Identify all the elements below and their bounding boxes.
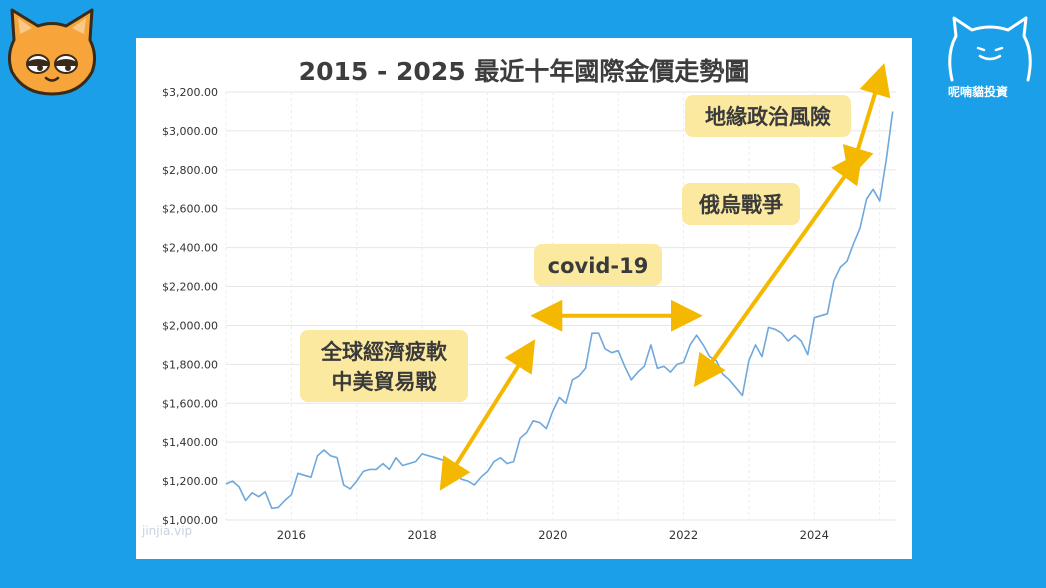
y-tick-label: $1,000.00 bbox=[162, 514, 218, 527]
y-tick-label: $2,600.00 bbox=[162, 203, 218, 216]
annotation-label-box bbox=[300, 330, 468, 402]
annotation-label: covid-19 bbox=[548, 254, 649, 278]
annotation-label: 全球經濟疲軟 bbox=[320, 340, 448, 364]
y-tick-label: $1,200.00 bbox=[162, 475, 218, 488]
annotation-label-box bbox=[682, 183, 800, 225]
x-tick-label: 2024 bbox=[800, 528, 829, 542]
annotation-2: covid-19 bbox=[530, 244, 703, 332]
y-tick-label: $2,800.00 bbox=[162, 164, 218, 177]
y-tick-label: $3,000.00 bbox=[162, 125, 218, 138]
y-tick-label: $1,400.00 bbox=[162, 436, 218, 449]
annotation-label: 中美貿易戰 bbox=[332, 370, 437, 394]
annotation-4: 地緣政治風險 bbox=[685, 63, 891, 180]
annotation-3: 俄烏戰爭 bbox=[682, 150, 863, 388]
annotation-label: 俄烏戰爭 bbox=[698, 193, 783, 217]
y-tick-label: $2,400.00 bbox=[162, 242, 218, 255]
x-tick-label: 2022 bbox=[669, 528, 698, 542]
y-tick-label: $1,800.00 bbox=[162, 358, 218, 371]
annotation-label-box bbox=[685, 95, 851, 137]
y-tick-label: $1,600.00 bbox=[162, 397, 218, 410]
cat-logo-icon bbox=[948, 16, 1032, 82]
gold-price-chart: $1,000.00 $1,200.00 $1,400.00 $1,600.00 $1,8… bbox=[141, 57, 896, 542]
x-tick-label: 2016 bbox=[277, 528, 306, 542]
chart-card: $1,000.00 $1,200.00 $1,400.00 $1,600.00 $1,8… bbox=[136, 38, 912, 559]
cat-mascot-icon bbox=[7, 8, 97, 96]
annotation-label-box bbox=[534, 244, 662, 286]
x-tick-label: 2020 bbox=[538, 528, 567, 542]
y-tick-label: $2,000.00 bbox=[162, 319, 218, 332]
chart-title: 2015 - 2025 最近十年國際金價走勢圖 bbox=[299, 57, 750, 86]
annotation-arrow bbox=[693, 150, 863, 388]
gold-price-line bbox=[225, 111, 894, 510]
x-tick-label: 2018 bbox=[407, 528, 436, 542]
y-tick-label: $2,200.00 bbox=[162, 281, 218, 294]
annotation-label: 地緣政治風險 bbox=[705, 105, 831, 129]
annotation-arrow bbox=[439, 339, 536, 491]
annotation-arrow bbox=[842, 63, 891, 180]
watermark: jinjia.vip bbox=[141, 524, 192, 538]
y-tick-label: $3,200.00 bbox=[162, 86, 218, 99]
brand-name: 呢喃貓投資 bbox=[948, 85, 1009, 99]
